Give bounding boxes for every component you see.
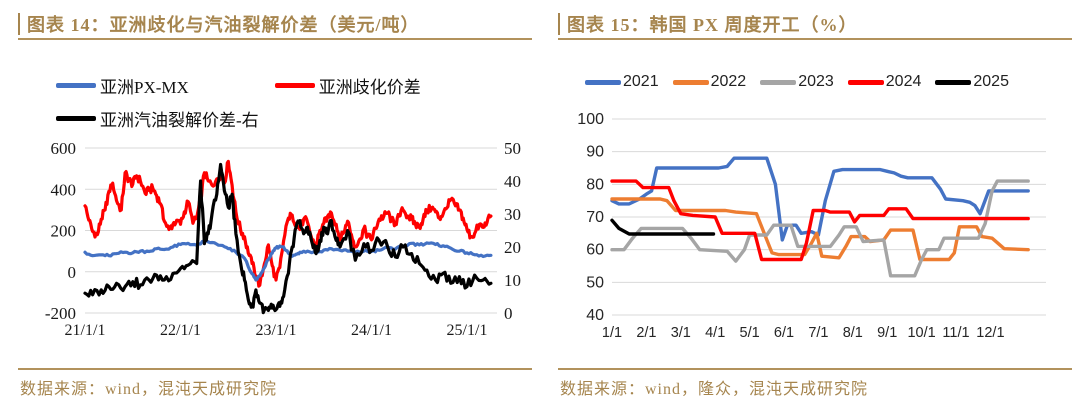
legend-item-2022: 2022	[672, 73, 747, 91]
svg-text:1/1: 1/1	[602, 325, 622, 341]
svg-text:50: 50	[504, 139, 521, 158]
svg-text:80: 80	[586, 176, 604, 193]
legend-label-qihua-spread: 亚洲歧化价差	[318, 78, 421, 97]
legend-item-2025: 2025	[935, 73, 1009, 91]
figure14-legend-row2: 亚洲汽油裂解价差-右	[56, 106, 259, 131]
year-2024-line-swatch	[847, 79, 884, 85]
svg-text:2/1: 2/1	[636, 325, 656, 341]
svg-text:400: 400	[51, 180, 77, 199]
svg-text:10: 10	[504, 271, 521, 290]
legend-label-px-mx: 亚洲PX-MX	[100, 78, 189, 97]
year-2022-line-swatch	[672, 79, 709, 85]
svg-text:23/1/1: 23/1/1	[256, 322, 297, 339]
legend-item-2021: 2021	[585, 73, 659, 91]
svg-text:0: 0	[504, 304, 513, 323]
svg-text:50: 50	[586, 274, 604, 291]
svg-text:6/1: 6/1	[774, 325, 794, 341]
legend-item-qihua-spread: 亚洲歧化价差	[274, 73, 421, 98]
svg-text:10/1: 10/1	[907, 325, 935, 341]
qihua-spread-line-swatch	[274, 83, 315, 88]
figure15-title-underline	[558, 38, 1072, 40]
px-mx-line-swatch	[56, 83, 96, 88]
svg-text:70: 70	[586, 209, 604, 226]
legend-label-2022: 2022	[710, 73, 747, 90]
figure14-legend-row1: 亚洲PX-MX 亚洲歧化价差	[56, 73, 421, 98]
svg-text:100: 100	[577, 111, 604, 128]
svg-text:12/1: 12/1	[976, 325, 1004, 341]
svg-text:21/1/1: 21/1/1	[65, 322, 106, 339]
svg-text:200: 200	[51, 222, 77, 241]
svg-text:-200: -200	[45, 304, 76, 323]
svg-text:9/1: 9/1	[877, 325, 897, 341]
svg-text:20: 20	[504, 238, 521, 257]
figure14-title-bar	[18, 13, 20, 35]
svg-text:22/1/1: 22/1/1	[160, 322, 201, 339]
legend-label-gasoline-crack: 亚洲汽油裂解价差-右	[100, 111, 259, 130]
legend-item-gasoline-crack: 亚洲汽油裂解价差-右	[56, 106, 259, 131]
svg-text:24/1/1: 24/1/1	[351, 322, 392, 339]
figure15-title-bar	[558, 13, 560, 35]
asia-disproportionation-gasoline-crack-chart: 600 400 200 0 -200 50 40 30 20 10 0 21/1/1 22/1/1 23/…	[45, 139, 521, 339]
legend-item-2024: 2024	[847, 73, 922, 91]
svg-text:5/1: 5/1	[740, 325, 760, 341]
legend-item-px-mx: 亚洲PX-MX	[56, 73, 189, 98]
svg-text:40: 40	[586, 307, 604, 324]
svg-text:30: 30	[504, 205, 521, 224]
year-2023-line-swatch	[760, 79, 797, 85]
svg-text:600: 600	[51, 139, 77, 158]
svg-text:60: 60	[586, 242, 604, 259]
korea-px-weekly-operating-rate-chart: 100 90 80 70 60 50 401/1 2/1 3/1 4/1 5/1 6/1 7/1 8/1 9…	[577, 111, 1046, 341]
legend-label-2021: 2021	[623, 73, 659, 90]
figure15-source: 数据来源：wind，隆众，混沌天成研究院	[560, 381, 869, 398]
figure15-footer-line	[558, 368, 1072, 370]
svg-text:11/1: 11/1	[942, 325, 969, 341]
svg-text:4/1: 4/1	[705, 325, 725, 341]
year-2025-line-swatch	[935, 79, 972, 85]
svg-text:90: 90	[586, 144, 604, 161]
svg-text:25/1/1: 25/1/1	[447, 322, 488, 339]
svg-text:40: 40	[504, 172, 521, 191]
legend-label-2023: 2023	[798, 73, 834, 90]
svg-text:8/1: 8/1	[843, 325, 863, 341]
legend-item-2023: 2023	[760, 73, 834, 91]
gasoline-crack-line-swatch	[56, 116, 96, 121]
legend-label-2024: 2024	[885, 73, 922, 90]
figure14-source: 数据来源：wind，混沌天成研究院	[20, 381, 278, 398]
svg-text:3/1: 3/1	[671, 325, 691, 341]
figure14-footer-line	[18, 368, 532, 370]
year-2021-line-swatch	[585, 79, 621, 85]
svg-text:7/1: 7/1	[808, 325, 828, 341]
figure15-legend: 2021 2022 2023 2024 2025	[585, 73, 1009, 91]
legend-label-2025: 2025	[973, 73, 1009, 90]
figure14-title-underline	[18, 38, 532, 40]
svg-text:0: 0	[68, 263, 77, 282]
figure15-title: 图表 15：韩国 PX 周度开工（%）	[567, 15, 858, 35]
figure14-title: 图表 14：亚洲歧化与汽油裂解价差（美元/吨）	[27, 15, 420, 35]
